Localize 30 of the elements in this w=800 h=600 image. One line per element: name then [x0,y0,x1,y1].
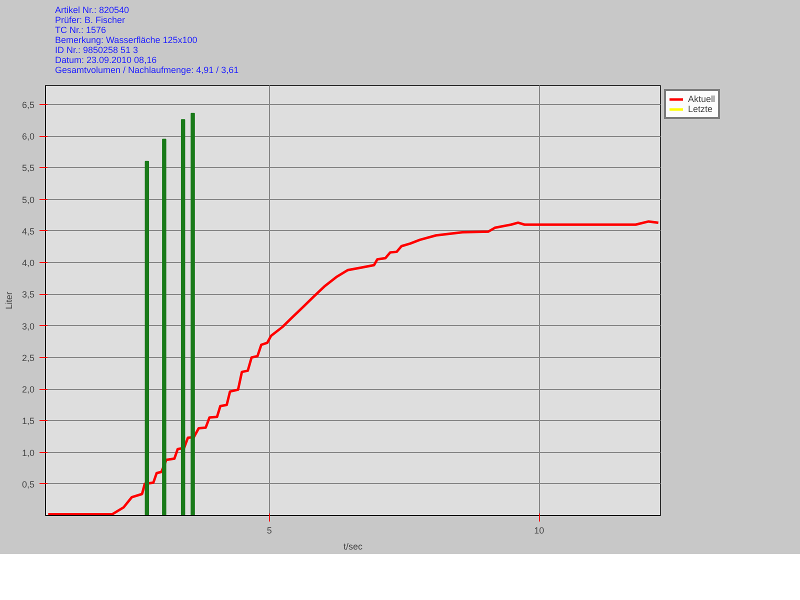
x-axis-title: t/sec [343,542,364,552]
y-tick-label: 6,5 [22,100,35,110]
bar [180,119,186,516]
y-tick-label: 3,5 [22,290,35,300]
text: Artikel Nr.: 820540 [55,5,130,15]
text: Bemerkung: Wasserfläche 125x100 [55,35,198,45]
text: Prüfer: B. Fischer [55,15,126,25]
text: Datum: 23.09.2010 08,16 [55,55,157,65]
y-tick-label: 5,5 [22,163,35,174]
bar [162,138,166,516]
text: Gesamtvolumen / Nachlaufmenge: 4,91 / 3,61 [55,65,239,75]
text: ID Nr.: 9850258 51 3 [55,45,138,55]
y-axis-title: Liter [4,292,14,310]
bar [144,160,150,516]
y-tick-label: 1,5 [22,416,35,426]
y-tick-label: 6,0 [22,132,35,142]
legend-label: Letzte [688,104,713,114]
y-tick-label: 5,0 [22,194,35,205]
legend-label: Aktuell [688,94,716,104]
bar [190,112,195,516]
y-tick-label: 2,5 [22,352,35,363]
y-tick-label: 4,0 [22,258,35,268]
x-tick-label: 10 [534,526,544,536]
x-tick-label: 5 [266,526,272,536]
y-tick-label: 0,5 [22,479,35,490]
y-tick-label: 3,0 [22,321,35,332]
y-tick-label: 1,0 [22,448,35,458]
text: TC Nr.: 1576 [55,25,106,35]
y-tick-label: 2,0 [22,384,35,395]
y-tick-label: 4,5 [22,226,35,236]
